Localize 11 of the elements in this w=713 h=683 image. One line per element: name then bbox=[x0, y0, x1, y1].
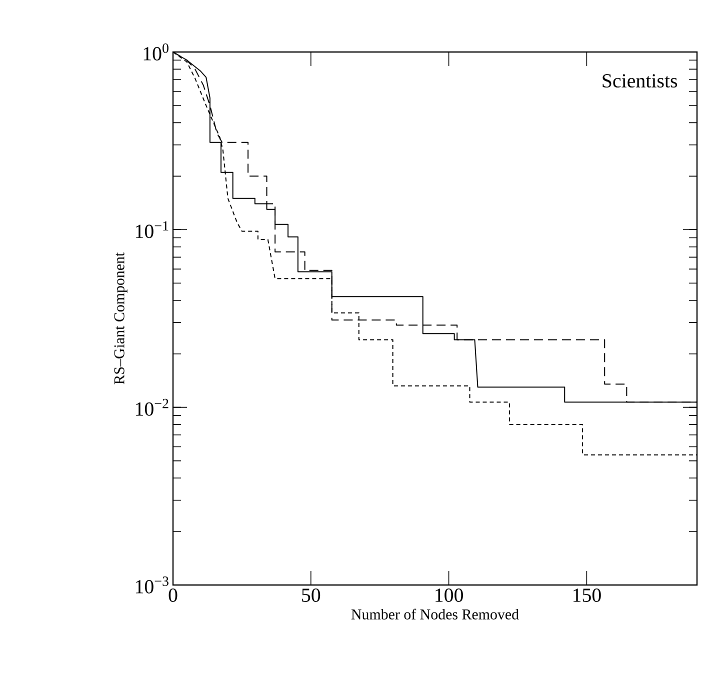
y-tick-label: 10$^{−2}$ bbox=[136, 398, 168, 416]
x-tick-label: 50 bbox=[302, 588, 320, 602]
x-tick-label: 0 bbox=[168, 588, 178, 602]
x-axis-title: Number of Nodes Removed bbox=[351, 608, 519, 620]
y-tick-label: 10$^{−3}$ bbox=[136, 576, 168, 594]
y-tick-label: 10$^{0}$ bbox=[144, 44, 168, 60]
annotation: Scientists bbox=[602, 74, 678, 88]
y-tick-label: 10$^{−1}$ bbox=[136, 221, 168, 238]
x-tick-label: 100 bbox=[436, 588, 463, 602]
y-axis-title: RS–Giant Component bbox=[114, 252, 128, 384]
x-tick-label: 150 bbox=[574, 588, 601, 602]
